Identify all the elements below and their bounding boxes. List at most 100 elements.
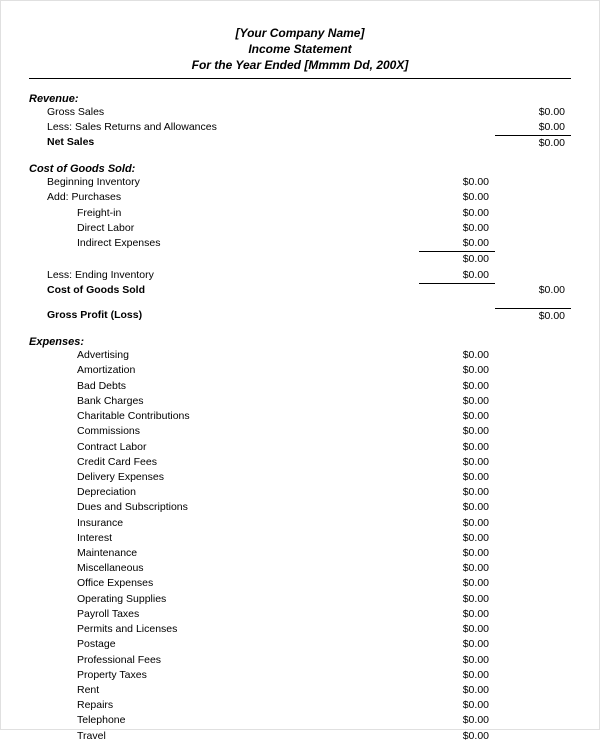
purchases-row: Add: Purchases $0.00 <box>29 190 571 205</box>
expense-row: Property Taxes$0.00 <box>29 668 571 683</box>
expense-label: Telephone <box>29 713 125 728</box>
expense-label: Advertising <box>29 348 129 363</box>
expense-label: Operating Supplies <box>29 592 166 607</box>
expense-label: Delivery Expenses <box>29 470 164 485</box>
indirect-exp-row: Indirect Expenses $0.00 <box>29 236 571 251</box>
end-inv-amount: $0.00 <box>419 268 495 283</box>
expense-label: Travel <box>29 729 106 744</box>
expense-label: Rent <box>29 683 99 698</box>
cogs-total-row: Cost of Goods Sold $0.00 <box>29 283 571 298</box>
gross-profit-amount: $0.00 <box>495 308 571 324</box>
expense-amount: $0.00 <box>419 363 495 378</box>
expense-row: Credit Card Fees $0.00 <box>29 455 571 470</box>
beg-inv-amount: $0.00 <box>419 175 495 190</box>
expense-label: Charitable Contributions <box>29 409 190 424</box>
cogs-subtotal-row: $0.00 <box>29 251 571 267</box>
expense-amount: $0.00 <box>419 500 495 515</box>
expense-row: Depreciation $0.00 <box>29 485 571 500</box>
expense-label: Depreciation <box>29 485 136 500</box>
expense-amount: $0.00 <box>419 394 495 409</box>
beg-inv-label: Beginning Inventory <box>29 175 140 190</box>
expense-row: Payroll Taxes$0.00 <box>29 607 571 622</box>
expense-amount: $0.00 <box>419 622 495 637</box>
returns-label: Less: Sales Returns and Allowances <box>29 120 217 135</box>
expense-amount: $0.00 <box>419 348 495 363</box>
expense-row: Bank Charges $0.00 <box>29 394 571 409</box>
net-sales-amount: $0.00 <box>495 135 571 151</box>
freight-amount: $0.00 <box>419 206 495 221</box>
expense-label: Permits and Licenses <box>29 622 177 637</box>
expense-label: Bank Charges <box>29 394 144 409</box>
beg-inv-row: Beginning Inventory $0.00 <box>29 175 571 190</box>
expense-label: Postage <box>29 637 116 652</box>
expense-row: Amortization $0.00 <box>29 363 571 378</box>
expense-amount: $0.00 <box>419 455 495 470</box>
direct-labor-row: Direct Labor $0.00 <box>29 221 571 236</box>
expenses-heading: Expenses: <box>29 336 571 348</box>
expense-amount: $0.00 <box>419 531 495 546</box>
document-title: Income Statement <box>29 41 571 57</box>
gross-sales-row: Gross Sales $0.00 <box>29 105 571 120</box>
expense-amount: $0.00 <box>419 576 495 591</box>
expense-amount: $0.00 <box>419 653 495 668</box>
expense-amount: $0.00 <box>419 592 495 607</box>
expense-amount: $0.00 <box>419 561 495 576</box>
expense-amount: $0.00 <box>419 683 495 698</box>
expense-amount: $0.00 <box>419 470 495 485</box>
expense-row: Repairs $0.00 <box>29 698 571 713</box>
revenue-heading: Revenue: <box>29 93 571 105</box>
company-name: [Your Company Name] <box>29 25 571 41</box>
purchases-amount: $0.00 <box>419 190 495 205</box>
expense-label: Amortization <box>29 363 135 378</box>
expense-row: Advertising $0.00 <box>29 348 571 363</box>
expense-row: Telephone $0.00 <box>29 713 571 728</box>
expense-amount: $0.00 <box>419 607 495 622</box>
expense-amount: $0.00 <box>419 424 495 439</box>
expense-row: Professional Fees$0.00 <box>29 653 571 668</box>
cogs-total-label: Cost of Goods Sold <box>29 283 145 298</box>
net-sales-label: Net Sales <box>29 135 94 151</box>
period-line: For the Year Ended [Mmmm Dd, 200X] <box>29 57 571 73</box>
direct-labor-amount: $0.00 <box>419 221 495 236</box>
expense-row: Insurance$0.00 <box>29 516 571 531</box>
expense-row: Rent $0.00 <box>29 683 571 698</box>
end-inv-label: Less: Ending Inventory <box>29 268 154 283</box>
returns-row: Less: Sales Returns and Allowances $0.00 <box>29 120 571 135</box>
expense-amount: $0.00 <box>419 698 495 713</box>
expense-label: Bad Debts <box>29 379 126 394</box>
direct-labor-label: Direct Labor <box>29 221 134 236</box>
expense-row: Contract Labor $0.00 <box>29 440 571 455</box>
expense-amount: $0.00 <box>419 637 495 652</box>
expense-label: Contract Labor <box>29 440 146 455</box>
net-sales-row: Net Sales $0.00 <box>29 135 571 151</box>
expense-amount: $0.00 <box>419 546 495 561</box>
expense-label: Repairs <box>29 698 113 713</box>
indirect-exp-label: Indirect Expenses <box>29 236 160 251</box>
expense-row: Maintenance $0.00 <box>29 546 571 561</box>
expense-row: Operating Supplies $0.00 <box>29 592 571 607</box>
expense-amount: $0.00 <box>419 440 495 455</box>
gross-sales-amount: $0.00 <box>495 105 571 120</box>
expense-label: Dues and Subscriptions <box>29 500 188 515</box>
indirect-exp-amount: $0.00 <box>419 236 495 251</box>
expense-amount: $0.00 <box>419 668 495 683</box>
freight-label: Freight-in <box>29 206 121 221</box>
expense-label: Insurance <box>29 516 123 531</box>
expense-amount: $0.00 <box>419 729 495 744</box>
expense-label: Maintenance <box>29 546 137 561</box>
gross-profit-row: Gross Profit (Loss) $0.00 <box>29 308 571 324</box>
expense-row: Postage $0.00 <box>29 637 571 652</box>
purchases-label: Add: Purchases <box>29 190 121 205</box>
expense-label: Commissions <box>29 424 140 439</box>
freight-row: Freight-in $0.00 <box>29 206 571 221</box>
expense-amount: $0.00 <box>419 485 495 500</box>
returns-amount: $0.00 <box>495 120 571 135</box>
expenses-list: Advertising $0.00 Amortization $0.00 Bad Deb… <box>29 348 571 744</box>
expense-row: Commissions $0.00 <box>29 424 571 439</box>
gross-profit-label: Gross Profit (Loss) <box>29 308 142 324</box>
expense-label: Miscellaneous <box>29 561 144 576</box>
cogs-heading: Cost of Goods Sold: <box>29 163 571 175</box>
expense-label: Credit Card Fees <box>29 455 157 470</box>
expense-amount: $0.00 <box>419 713 495 728</box>
expense-row: Miscellaneous $0.00 <box>29 561 571 576</box>
